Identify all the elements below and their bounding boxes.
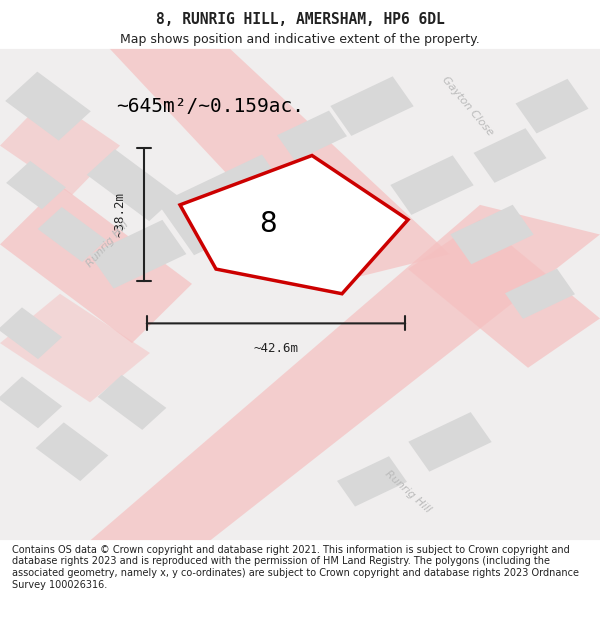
Polygon shape bbox=[0, 185, 192, 343]
Polygon shape bbox=[505, 269, 575, 319]
Polygon shape bbox=[90, 205, 600, 541]
Text: ~38.2m: ~38.2m bbox=[113, 192, 127, 238]
Polygon shape bbox=[473, 128, 547, 182]
Text: Runrig Hill: Runrig Hill bbox=[383, 468, 433, 514]
Polygon shape bbox=[391, 156, 473, 215]
Polygon shape bbox=[5, 72, 91, 141]
Polygon shape bbox=[409, 412, 491, 472]
Text: 8, RUNRIG HILL, AMERSHAM, HP6 6DL: 8, RUNRIG HILL, AMERSHAM, HP6 6DL bbox=[155, 12, 445, 27]
Polygon shape bbox=[158, 154, 298, 255]
Polygon shape bbox=[87, 149, 177, 221]
Polygon shape bbox=[38, 207, 106, 262]
Polygon shape bbox=[35, 422, 109, 481]
Polygon shape bbox=[0, 294, 150, 402]
Text: ~42.6m: ~42.6m bbox=[254, 341, 299, 354]
Polygon shape bbox=[0, 308, 62, 359]
Polygon shape bbox=[515, 79, 589, 133]
Text: Gayton Close: Gayton Close bbox=[440, 74, 496, 138]
Polygon shape bbox=[408, 219, 600, 368]
Polygon shape bbox=[98, 375, 166, 430]
Polygon shape bbox=[331, 76, 413, 136]
Text: 8: 8 bbox=[259, 209, 277, 238]
Polygon shape bbox=[108, 47, 450, 284]
Polygon shape bbox=[0, 376, 62, 428]
Polygon shape bbox=[337, 456, 407, 506]
Polygon shape bbox=[89, 220, 187, 289]
Polygon shape bbox=[6, 161, 66, 209]
Text: Contains OS data © Crown copyright and database right 2021. This information is : Contains OS data © Crown copyright and d… bbox=[12, 545, 579, 589]
Text: Map shows position and indicative extent of the property.: Map shows position and indicative extent… bbox=[120, 32, 480, 46]
Polygon shape bbox=[180, 156, 408, 294]
Polygon shape bbox=[277, 111, 347, 161]
Text: Runrig Hill: Runrig Hill bbox=[85, 219, 131, 269]
Polygon shape bbox=[451, 205, 533, 264]
Polygon shape bbox=[0, 96, 120, 195]
Text: ~645m²/~0.159ac.: ~645m²/~0.159ac. bbox=[116, 97, 304, 116]
